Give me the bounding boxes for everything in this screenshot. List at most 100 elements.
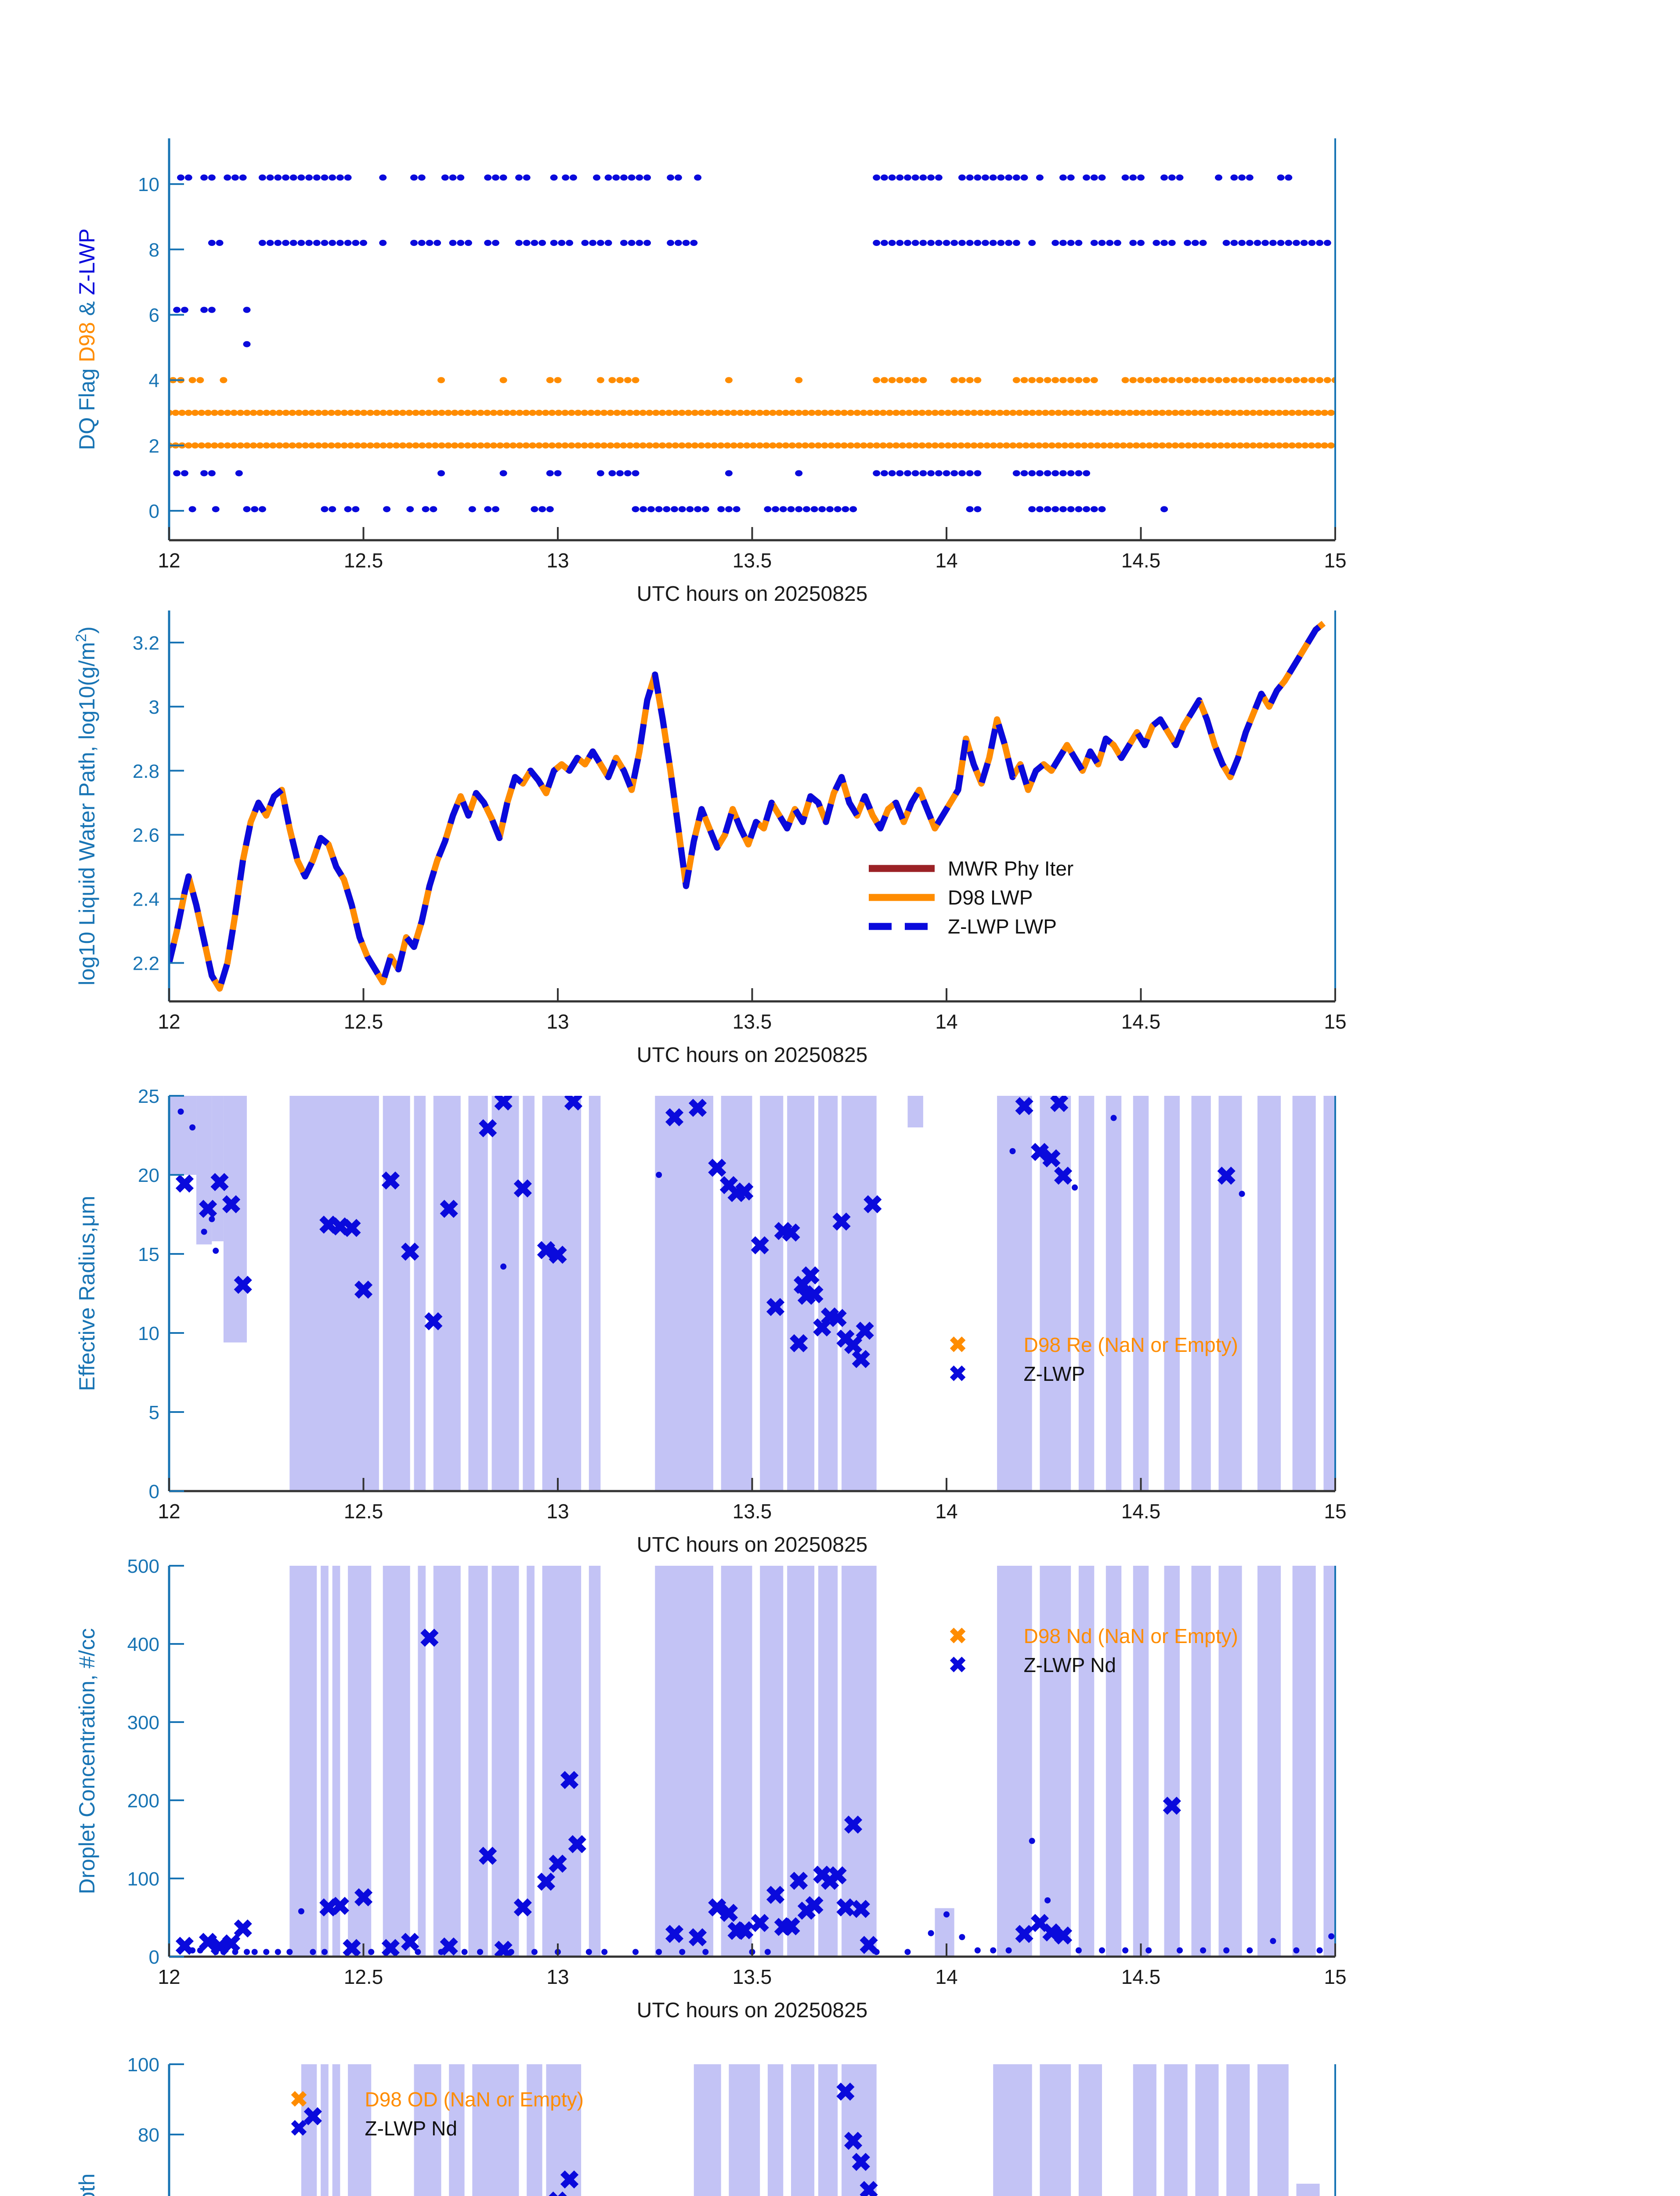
data-dot xyxy=(1177,1947,1183,1954)
dq-flag-dot xyxy=(392,409,400,416)
uncertainty-band xyxy=(1218,1096,1242,1491)
dq-flag-dot xyxy=(235,470,243,477)
dq-flag-dot xyxy=(491,506,499,513)
dq-flag-dot xyxy=(880,174,888,181)
dq-flag-dot xyxy=(1145,377,1153,383)
dq-flag-dot xyxy=(1067,506,1075,513)
dq-flag-dot xyxy=(1129,174,1137,181)
dq-flag-dot xyxy=(1217,409,1225,416)
dq-flag-dot xyxy=(484,240,492,246)
uncertainty-band xyxy=(1164,2064,1188,2196)
dq-flag-dot xyxy=(1327,409,1335,416)
dq-level-5p1 xyxy=(243,341,251,347)
x-tick-label: 14.5 xyxy=(1121,1965,1161,1988)
dq-flag-dot xyxy=(449,240,457,246)
y-tick-label: 2.4 xyxy=(133,889,159,910)
x-marker: ✖ xyxy=(438,1933,460,1961)
dq-flag-dot xyxy=(1009,442,1017,449)
dq-flag-dot xyxy=(1269,442,1277,449)
x-marker: ✖ xyxy=(862,1191,884,1219)
dq-flag-dot xyxy=(1090,506,1098,513)
dq-flag-dot xyxy=(224,409,231,416)
x-marker: ✖ xyxy=(559,1766,580,1795)
dq-flag-dot xyxy=(684,409,692,416)
plot-data-layer xyxy=(169,621,1326,992)
data-dot xyxy=(1200,1947,1207,1954)
x-marker: ✖ xyxy=(209,1933,231,1961)
x-marker: ✖ xyxy=(796,1282,817,1311)
x-tick-label: 14.5 xyxy=(1121,1500,1161,1523)
dq-flag-dot xyxy=(457,409,465,416)
uncertainty-band xyxy=(1133,2064,1156,2196)
dq-flag-dot xyxy=(457,442,465,449)
dq-flag-dot xyxy=(1197,409,1205,416)
dq-flag-dot xyxy=(305,240,313,246)
y-tick-label: 5 xyxy=(149,1402,159,1423)
dq-flag-dot xyxy=(1222,240,1230,246)
legend-label: D98 OD (NaN or Empty) xyxy=(365,2088,584,2111)
x-marker: ✖ xyxy=(174,1932,195,1961)
dq-flag-dot xyxy=(237,409,245,416)
dq-flag-dot xyxy=(217,442,225,449)
x-marker: ✖ xyxy=(1052,1162,1074,1191)
dq-flag-dot xyxy=(950,442,958,449)
dq-flag-dot xyxy=(620,409,628,416)
dq-flag-dot xyxy=(989,240,997,246)
line-series-d98-lwp xyxy=(169,621,1326,992)
dq-flag-dot xyxy=(490,409,498,416)
dq-flag-dot xyxy=(531,506,538,513)
dq-flag-dot xyxy=(944,409,952,416)
dq-flag-dot xyxy=(733,506,741,513)
dq-flag-dot xyxy=(470,409,478,416)
x-marker: ✖ xyxy=(687,1094,708,1123)
dq-flag-dot xyxy=(1230,409,1238,416)
dq-flag-dot xyxy=(1044,470,1051,477)
data-dot xyxy=(177,1109,184,1115)
dq-flag-dot xyxy=(1120,409,1127,416)
data-dot xyxy=(189,1947,196,1954)
small-dot-group xyxy=(189,1838,1335,1955)
uncertainty-band xyxy=(491,1566,519,1957)
dq-flag-dot xyxy=(344,174,352,181)
dq-flag-dot xyxy=(173,470,181,477)
dq-flag-dot xyxy=(321,240,329,246)
dq-flag-dot xyxy=(329,506,336,513)
uncertainty-band xyxy=(1106,1096,1122,1491)
dq-flag-dot xyxy=(1246,174,1254,181)
y-axis: 0 2 4 6 8 10 xyxy=(138,174,184,522)
dq-flag-dot xyxy=(566,240,574,246)
dq-flag-dot xyxy=(694,506,702,513)
dq-flag-dot xyxy=(620,240,628,246)
dq-flag-dot xyxy=(1316,240,1324,246)
x-marker: ✖ xyxy=(567,1831,588,1859)
dq-flag-dot xyxy=(620,442,628,449)
dq-flag-dot xyxy=(1176,377,1184,383)
dq-flag-dot xyxy=(383,506,391,513)
dq-flag-dot xyxy=(1171,442,1179,449)
x-marker: ✖ xyxy=(399,1238,421,1267)
dq-flag-dot xyxy=(347,409,355,416)
x-marker: ✖ xyxy=(438,1196,460,1224)
dq-flag-dot xyxy=(1168,174,1176,181)
data-dot xyxy=(415,1949,421,1955)
y-tick-label: 0 xyxy=(149,501,159,522)
dq-flag-dot xyxy=(258,240,266,246)
x-axis-title: UTC hours on 20250825 xyxy=(637,1533,868,1557)
data-dot xyxy=(500,1263,507,1270)
x-marker: ✖ xyxy=(726,1180,748,1208)
dq-flag-dot xyxy=(802,506,810,513)
x-marker: ✖ xyxy=(341,1214,363,1243)
dq-flag-dot xyxy=(542,442,549,449)
dq-flag-dot xyxy=(327,442,335,449)
dq-flag-dot xyxy=(1028,240,1036,246)
dq-flag-dot xyxy=(1275,409,1283,416)
dq-flag-dot xyxy=(308,442,316,449)
dq-flag-dot xyxy=(1288,442,1296,449)
dq-flag-dot xyxy=(184,409,192,416)
dq-flag-dot xyxy=(1222,377,1230,383)
data-dot xyxy=(656,1949,662,1955)
x-marker: ✖ xyxy=(827,1304,849,1333)
uncertainty-band xyxy=(1292,1096,1316,1491)
x-tick-label: 15 xyxy=(1324,549,1346,572)
legend-label: Z-LWP LWP xyxy=(948,915,1057,938)
